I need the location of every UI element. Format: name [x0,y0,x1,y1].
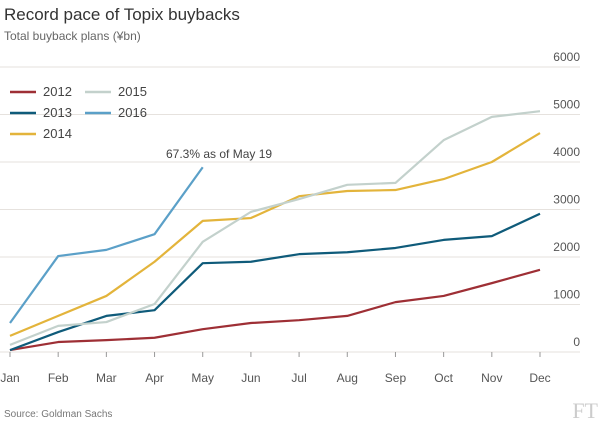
legend-label: 2015 [118,84,147,99]
legend-label: 2016 [118,105,147,120]
x-tick-label: Oct [434,371,453,385]
y-tick-label: 1000 [553,288,580,302]
y-tick-label: 3000 [553,193,580,207]
x-tick-label: Jun [241,371,260,385]
y-tick-label: 0 [573,335,580,349]
series-line [9,166,204,324]
x-tick-label: Sep [385,371,407,385]
y-tick-label: 6000 [553,50,580,64]
y-tick-label: 5000 [553,98,580,112]
x-tick-label: Mar [96,371,117,385]
y-tick-label: 2000 [553,240,580,254]
chart-subtitle: Total buyback plans (¥bn) [4,29,141,43]
legend-label: 2012 [43,84,72,99]
y-tick-label: 4000 [553,145,580,159]
x-tick-label: Feb [48,371,69,385]
x-tick-label: Aug [337,371,358,385]
series-line [9,132,541,337]
series-line [9,110,541,346]
x-tick-label: Apr [145,371,164,385]
legend-label: 2013 [43,105,72,120]
x-tick-label: Dec [529,371,550,385]
series-line [9,212,541,352]
legend-label: 2014 [43,126,72,141]
chart-title: Record pace of Topix buybacks [4,5,240,24]
x-tick-label: May [191,371,214,385]
x-tick-label: Nov [481,371,502,385]
x-tick-label: Jul [291,371,306,385]
series-line [9,268,541,352]
x-tick-label: Jan [0,371,19,385]
logo: FT [572,398,598,422]
source: Source: Goldman Sachs [4,409,112,420]
annotation: 67.3% as of May 19 [166,147,272,161]
